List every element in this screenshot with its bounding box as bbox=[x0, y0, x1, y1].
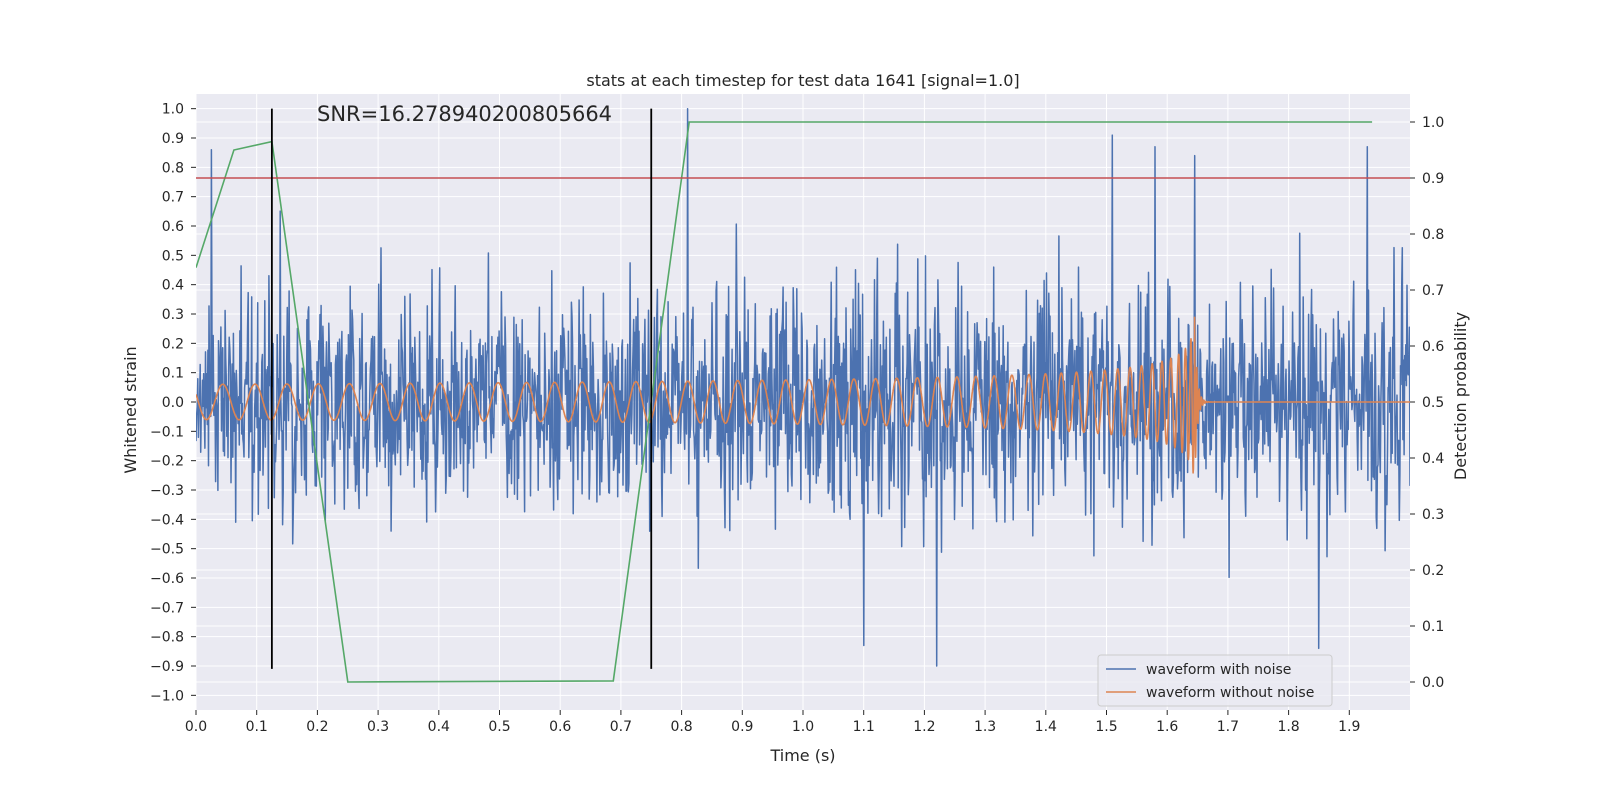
y-left-tick-label: 0.4 bbox=[162, 278, 184, 294]
y-left-tick-label: −0.9 bbox=[150, 659, 184, 675]
y-right-tick-label: 0.9 bbox=[1422, 171, 1444, 187]
x-tick-label: 1.1 bbox=[853, 719, 875, 735]
y-left-tick-label: −1.0 bbox=[150, 688, 184, 704]
y-left-tick-label: −0.3 bbox=[150, 483, 184, 499]
x-tick-label: 0.0 bbox=[185, 719, 207, 735]
x-tick-label: 0.2 bbox=[306, 719, 328, 735]
y-left-tick-label: 0.5 bbox=[162, 248, 184, 264]
y-right-tick-label: 0.4 bbox=[1422, 451, 1444, 467]
y-left-tick-label: 0.6 bbox=[162, 219, 184, 235]
y-left-tick-label: −0.1 bbox=[150, 424, 184, 440]
x-tick-label: 1.0 bbox=[792, 719, 814, 735]
y-axis-left-label: Whitened strain bbox=[121, 346, 140, 473]
detection-probability-line bbox=[196, 121, 1373, 683]
x-tick-label: 1.5 bbox=[1095, 719, 1117, 735]
y-axis-right-label: Detection probability bbox=[1451, 312, 1470, 480]
series-detection-probability bbox=[196, 121, 1373, 683]
x-axis-label: Time (s) bbox=[769, 746, 835, 765]
y-right-tick-label: 0.6 bbox=[1422, 339, 1444, 355]
legend: waveform with noise waveform without noi… bbox=[1097, 654, 1333, 707]
x-tick-label: 1.2 bbox=[913, 719, 935, 735]
y-left-tick-label: −0.7 bbox=[150, 600, 184, 616]
y-right-tick-label: 0.2 bbox=[1422, 563, 1444, 579]
y-left-tick-label: 0.2 bbox=[162, 336, 184, 352]
y-left-tick-label: −0.8 bbox=[150, 630, 184, 646]
x-tick-label: 0.1 bbox=[246, 719, 268, 735]
x-tick-label: 0.9 bbox=[731, 719, 753, 735]
x-tick-label: 0.7 bbox=[610, 719, 632, 735]
chart-title: stats at each timestep for test data 164… bbox=[586, 71, 1019, 90]
reference-lines bbox=[196, 108, 1410, 669]
y-left-tick-label: −0.5 bbox=[150, 542, 184, 558]
y-left-tick-label: 0.0 bbox=[162, 395, 184, 411]
x-tick-label: 0.6 bbox=[549, 719, 571, 735]
x-tick-label: 1.8 bbox=[1277, 719, 1299, 735]
y-left-tick-label: −0.2 bbox=[150, 454, 184, 470]
y-left-tick-label: 0.9 bbox=[162, 131, 184, 147]
y-right-tick-label: 1.0 bbox=[1422, 115, 1444, 131]
x-tick-label: 1.9 bbox=[1338, 719, 1360, 735]
waveform-without-noise-line bbox=[196, 316, 1410, 474]
x-tick-label: 1.6 bbox=[1156, 719, 1178, 735]
y-left-tick-label: 0.1 bbox=[162, 366, 184, 382]
y-right-tick-label: 0.7 bbox=[1422, 283, 1444, 299]
x-axis-ticks: 0.0 0.1 0.2 0.3 0.4 0.5 0.6 0.7 0.8 0.9 1.0 1.1 1.2 1… bbox=[185, 710, 1360, 735]
legend-label-signal: waveform without noise bbox=[1146, 685, 1314, 701]
x-tick-label: 0.8 bbox=[670, 719, 692, 735]
x-tick-label: 0.3 bbox=[367, 719, 389, 735]
y-left-tick-label: 0.3 bbox=[162, 307, 184, 323]
legend-label-noise: waveform with noise bbox=[1146, 662, 1291, 678]
snr-annotation: SNR=16.278940200805664 bbox=[317, 102, 612, 126]
y-right-tick-label: 0.8 bbox=[1422, 227, 1444, 243]
x-tick-label: 0.5 bbox=[488, 719, 510, 735]
y-left-tick-label: 0.8 bbox=[162, 160, 184, 176]
y-right-tick-label: 0.5 bbox=[1422, 395, 1444, 411]
y-left-tick-label: 1.0 bbox=[162, 102, 184, 118]
x-tick-label: 1.7 bbox=[1217, 719, 1239, 735]
y-left-tick-label: 0.7 bbox=[162, 190, 184, 206]
series-waveform-without-noise bbox=[196, 316, 1410, 474]
y-left-tick-label: −0.4 bbox=[150, 512, 184, 528]
y-left-tick-label: −0.6 bbox=[150, 571, 184, 587]
y-right-tick-label: 0.1 bbox=[1422, 619, 1444, 635]
y-axis-right-ticks: 1.0 0.9 0.8 0.7 0.6 0.5 0.4 0.3 0.2 0.1 0.0 bbox=[1410, 115, 1444, 691]
x-tick-label: 0.4 bbox=[428, 719, 450, 735]
y-axis-left-ticks: 1.0 0.9 0.8 0.7 0.6 0.5 0.4 0.3 0.2 0.1 0.0 −0.1 −0.… bbox=[150, 102, 196, 704]
x-tick-label: 1.3 bbox=[974, 719, 996, 735]
legend-box bbox=[1097, 654, 1333, 707]
y-right-tick-label: 0.0 bbox=[1422, 675, 1444, 691]
y-right-tick-label: 0.3 bbox=[1422, 507, 1444, 523]
x-tick-label: 1.4 bbox=[1035, 719, 1057, 735]
